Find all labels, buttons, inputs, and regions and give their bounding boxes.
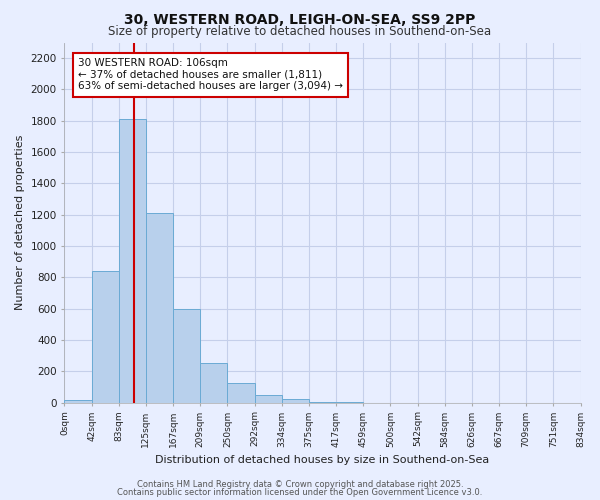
Bar — [200, 362, 227, 403]
Bar — [146, 213, 173, 402]
Bar — [282, 398, 309, 402]
Bar — [64, 400, 92, 402]
Bar — [92, 271, 119, 402]
Y-axis label: Number of detached properties: Number of detached properties — [15, 135, 25, 310]
Text: Contains HM Land Registry data © Crown copyright and database right 2025.: Contains HM Land Registry data © Crown c… — [137, 480, 463, 489]
X-axis label: Distribution of detached houses by size in Southend-on-Sea: Distribution of detached houses by size … — [155, 455, 490, 465]
Text: 30 WESTERN ROAD: 106sqm
← 37% of detached houses are smaller (1,811)
63% of semi: 30 WESTERN ROAD: 106sqm ← 37% of detache… — [78, 58, 343, 92]
Bar — [173, 308, 200, 402]
Bar — [119, 119, 146, 403]
Bar — [227, 383, 254, 402]
Text: 30, WESTERN ROAD, LEIGH-ON-SEA, SS9 2PP: 30, WESTERN ROAD, LEIGH-ON-SEA, SS9 2PP — [124, 12, 476, 26]
Text: Size of property relative to detached houses in Southend-on-Sea: Size of property relative to detached ho… — [109, 25, 491, 38]
Bar — [254, 395, 282, 402]
Text: Contains public sector information licensed under the Open Government Licence v3: Contains public sector information licen… — [118, 488, 482, 497]
